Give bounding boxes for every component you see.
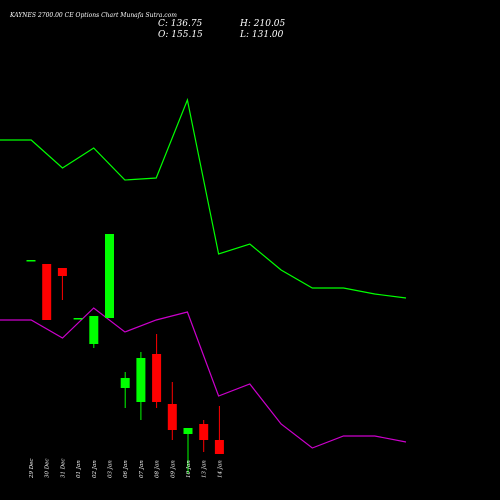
- candle-body: [105, 234, 114, 318]
- candle-10: [183, 428, 193, 474]
- candle-body: [183, 428, 193, 434]
- candle-body: [42, 264, 52, 320]
- x-tick-label: 13 Jan: [202, 460, 208, 478]
- lower-band-line: [0, 307, 407, 449]
- upper-band-line: [0, 97, 407, 299]
- x-tick-label: 02 Jan: [92, 460, 98, 478]
- candle-9: [167, 382, 177, 440]
- candle-7: [136, 352, 146, 420]
- candle-body: [73, 318, 83, 320]
- candle-body: [214, 440, 224, 454]
- chart-title: KAYNES 2700.00 CE Options Chart Munafa S…: [9, 12, 177, 19]
- candle-6: [120, 372, 130, 408]
- indicator-lines: [0, 97, 407, 449]
- x-tick-label: 10 Jan: [186, 460, 192, 478]
- x-tick-label: 01 Jan: [76, 460, 82, 478]
- candle-2: [57, 268, 67, 300]
- x-tick-label: 09 Jan: [170, 460, 176, 478]
- x-tick-label: 29 Dec: [29, 459, 35, 480]
- x-tick-label: 31 Dec: [60, 459, 66, 479]
- candle-12: [214, 406, 224, 454]
- open-price-readout: O: 155.15: [158, 30, 203, 40]
- candle-3: [73, 318, 83, 320]
- candle-body: [136, 358, 146, 402]
- candle-body: [152, 354, 162, 402]
- candle-body: [167, 404, 177, 430]
- x-axis-labels: 29 Dec 30 Dec 31 Dec 01 Jan 02 Jan 03 Jan 06 J…: [29, 459, 223, 480]
- high-price-readout: H: 210.05: [239, 19, 286, 29]
- x-tick-label: 03 Jan: [108, 460, 114, 478]
- x-tick-label: 06 Jan: [123, 460, 129, 478]
- close-price-readout: C: 136.75: [158, 19, 203, 29]
- candle-body: [199, 424, 209, 440]
- candle-8: [152, 334, 162, 408]
- candle-body: [26, 260, 36, 262]
- candle-body: [57, 268, 67, 276]
- candle-11: [199, 420, 209, 452]
- candle-0: [26, 260, 36, 262]
- candle-body: [89, 316, 99, 344]
- candlesticks: [26, 234, 224, 474]
- x-tick-label: 30 Dec: [45, 459, 51, 479]
- x-tick-label: 14 Jan: [217, 460, 223, 478]
- candle-4: [89, 316, 99, 348]
- x-tick-label: 07 Jan: [139, 460, 145, 478]
- low-price-readout: L: 131.00: [239, 30, 284, 40]
- candle-5: [105, 234, 114, 318]
- x-tick-label: 08 Jan: [155, 460, 161, 478]
- candle-1: [42, 264, 52, 320]
- candle-body: [120, 378, 130, 388]
